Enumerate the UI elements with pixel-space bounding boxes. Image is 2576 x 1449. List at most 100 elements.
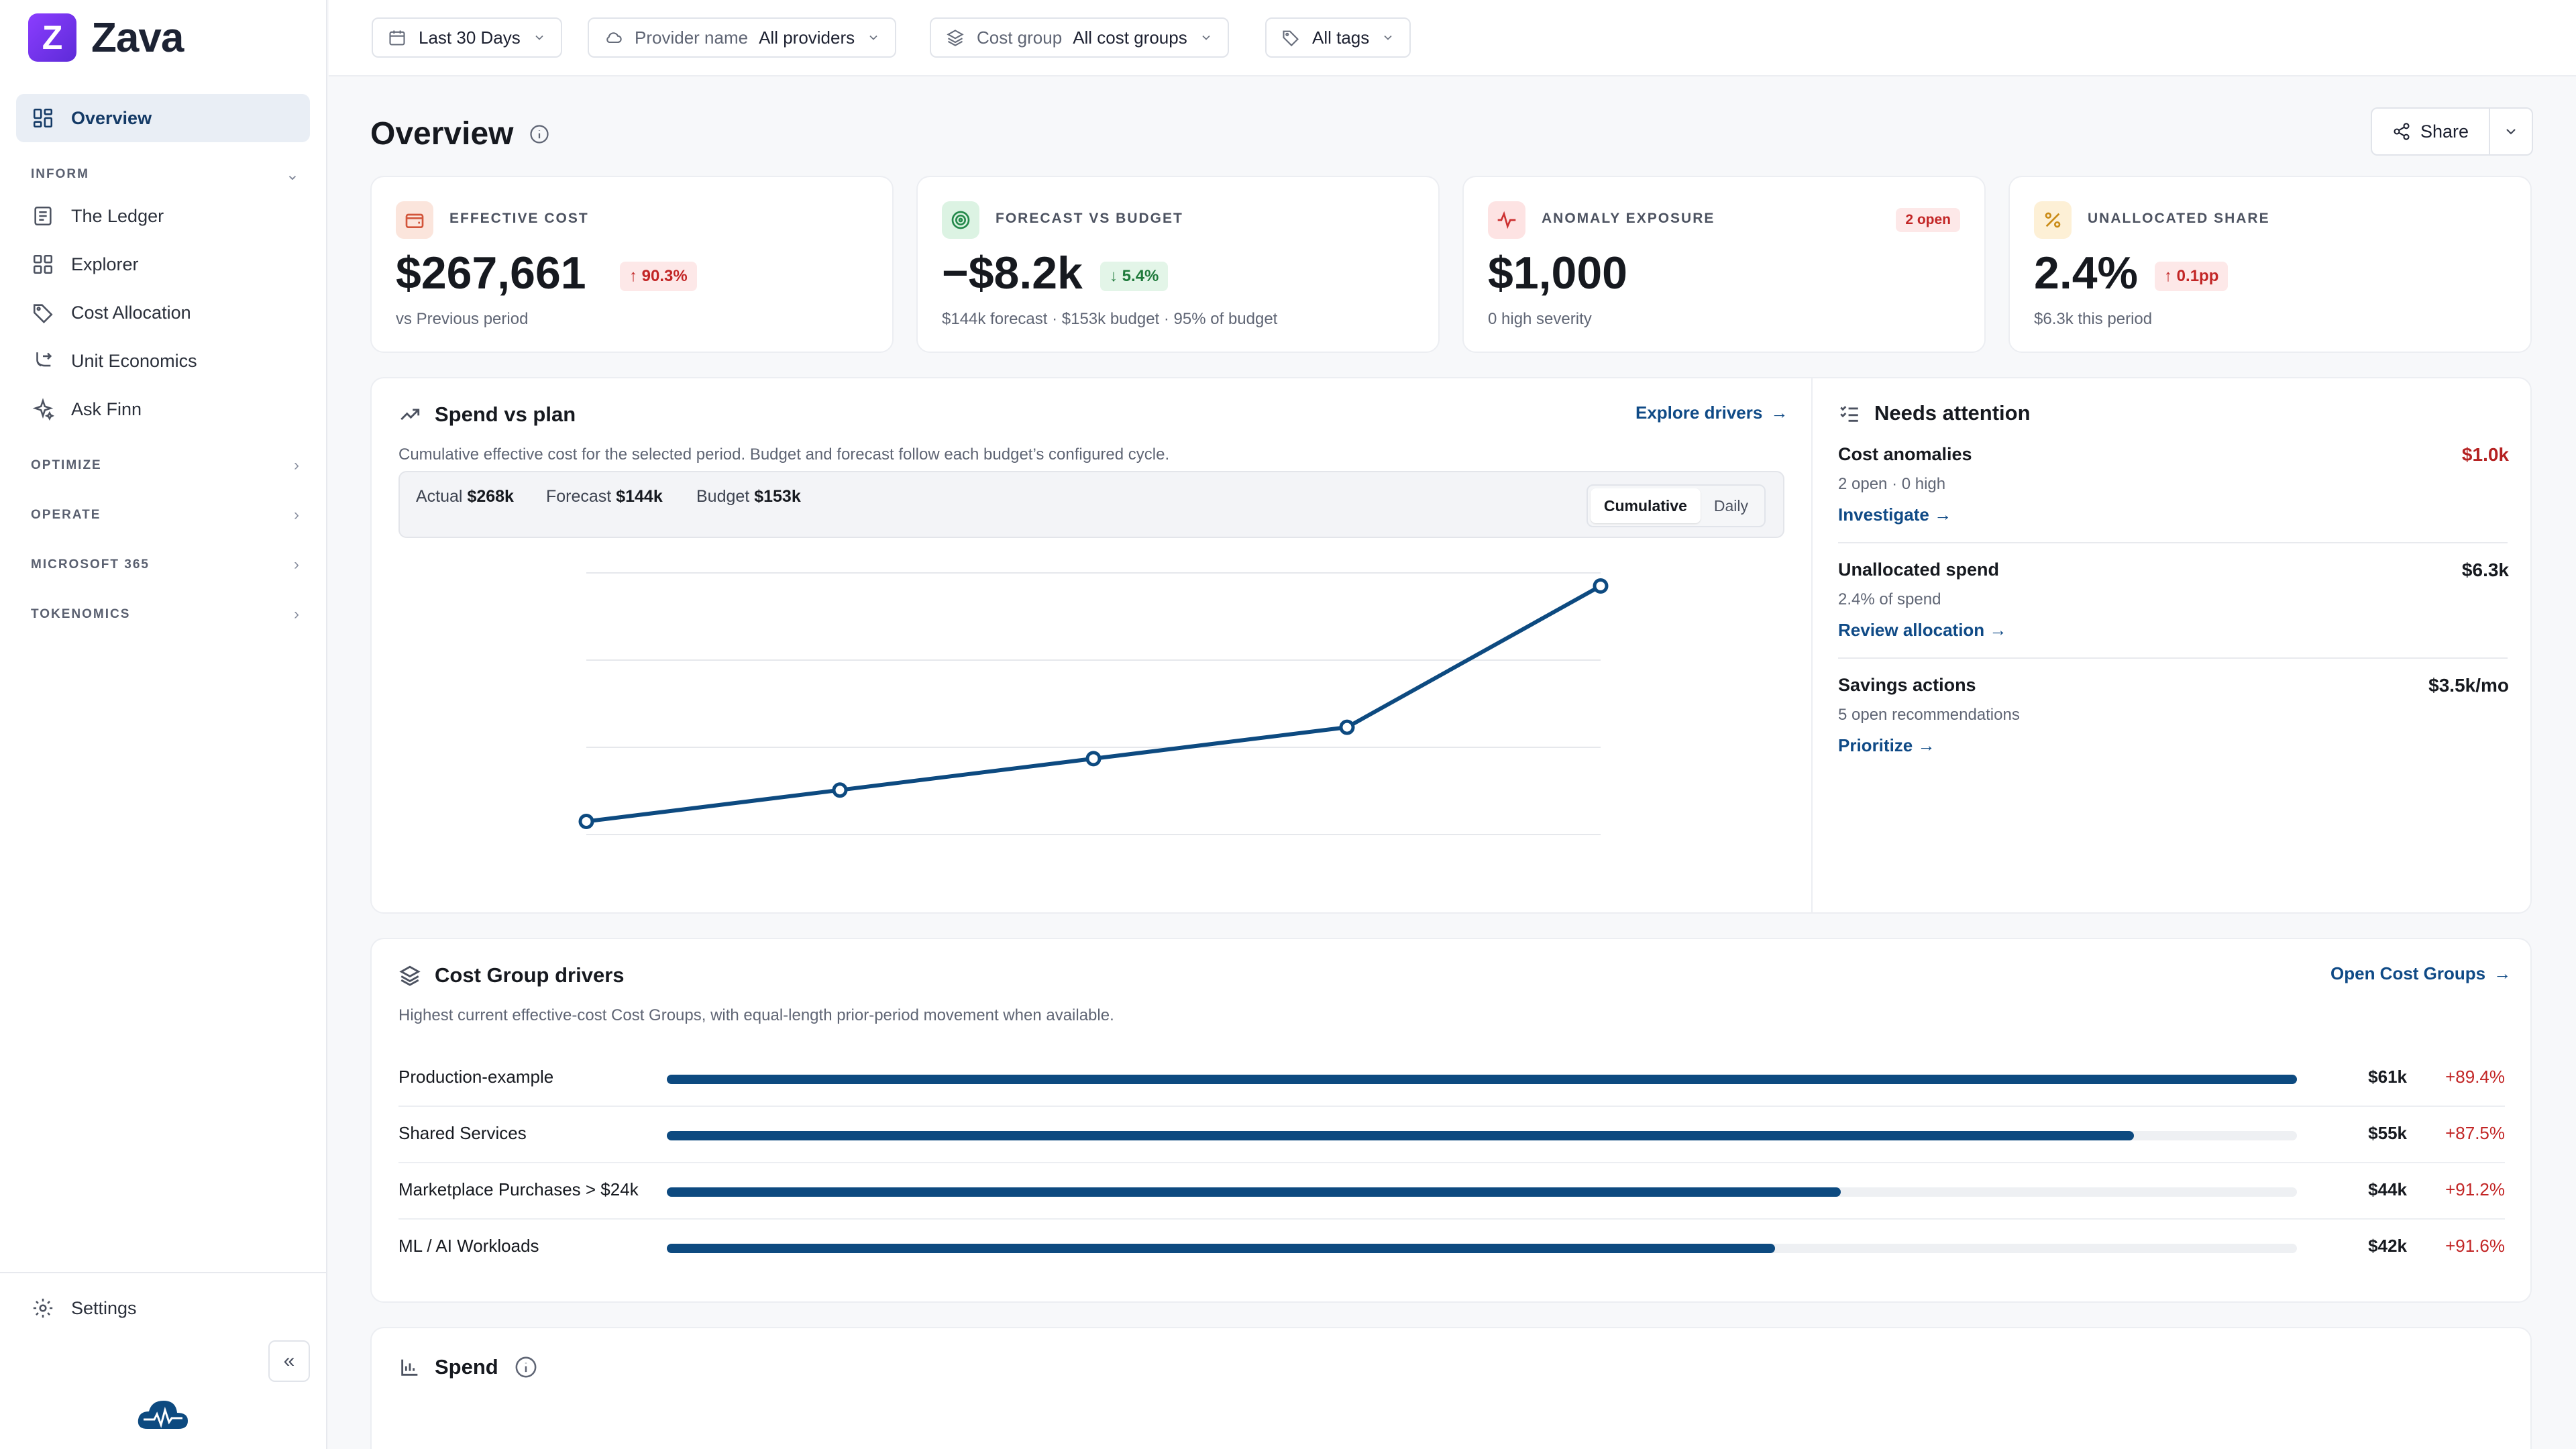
driver-amount: $55k bbox=[2368, 1123, 2407, 1143]
driver-row[interactable]: Shared Services $55k +87.5% bbox=[398, 1107, 2505, 1163]
investigate-link[interactable]: Investigate → bbox=[1838, 504, 1952, 525]
sidebar-item-label: Settings bbox=[71, 1297, 137, 1318]
nav-section-tokenomics[interactable]: TOKENOMICS › bbox=[31, 605, 299, 623]
prioritize-link[interactable]: Prioritize → bbox=[1838, 735, 1935, 755]
open-cost-groups-link[interactable]: Open Cost Groups → bbox=[2330, 963, 2512, 983]
tag-icon bbox=[1283, 30, 1299, 47]
driver-row[interactable]: ML / AI Workloads $42k +91.6% bbox=[398, 1220, 2505, 1276]
attention-item-sub: 2.4% of spend bbox=[1838, 590, 1941, 608]
sidebar-item-settings[interactable]: Settings bbox=[16, 1284, 310, 1332]
branch-icon bbox=[31, 349, 55, 373]
open-count-badge: 2 open bbox=[1896, 208, 1960, 232]
kpi-subtext: 0 high severity bbox=[1488, 310, 1592, 328]
kpi-card-unallocated-share[interactable]: UNALLOCATED SHARE 2.4% ↑ 0.1pp $6.3k thi… bbox=[2008, 176, 2532, 353]
grid-icon bbox=[31, 252, 55, 276]
toggle-daily[interactable]: Daily bbox=[1713, 496, 1748, 515]
sidebar-item-ask-finn[interactable]: Ask Finn bbox=[16, 385, 310, 433]
calendar-icon bbox=[389, 30, 405, 46]
kpi-value: 2.4% bbox=[2034, 248, 2138, 299]
arrow-right-icon: → bbox=[1770, 402, 1788, 423]
sparkle-icon bbox=[31, 397, 55, 421]
brand-logo-icon: Z bbox=[28, 13, 76, 62]
explore-drivers-link[interactable]: Explore drivers → bbox=[1635, 402, 1788, 423]
sidebar-item-unit-economics[interactable]: Unit Economics bbox=[16, 337, 310, 385]
brand-name: Zava bbox=[91, 14, 184, 61]
kpi-subtext: vs Previous period bbox=[396, 310, 529, 328]
brand[interactable]: Z Zava bbox=[28, 13, 184, 62]
driver-name: Marketplace Purchases > $24k bbox=[398, 1179, 639, 1199]
panel-divider bbox=[1811, 378, 1813, 912]
arrow-right-icon: → bbox=[1989, 620, 2007, 640]
cost-group-filter-label: Cost group bbox=[977, 27, 1063, 48]
tags-filter[interactable]: All tags bbox=[1265, 17, 1411, 58]
grid-icon bbox=[31, 106, 55, 130]
series-line bbox=[586, 584, 1602, 824]
summary-forecast: Forecast $144k bbox=[546, 487, 663, 506]
nav-section-microsoft-365[interactable]: MICROSOFT 365 › bbox=[31, 555, 299, 574]
tag-icon bbox=[31, 301, 55, 325]
attention-item-sub: 2 open · 0 high bbox=[1838, 475, 1946, 493]
share-menu-button[interactable] bbox=[2490, 109, 2532, 154]
spend-line-chart: Aug 7Aug 17Aug 31 bbox=[578, 572, 1609, 861]
cost-group-filter[interactable]: Cost group All cost groups bbox=[930, 17, 1229, 58]
chevron-right-icon: › bbox=[294, 555, 299, 574]
cloud-icon bbox=[606, 32, 622, 44]
sidebar-item-label: Overview bbox=[71, 107, 152, 128]
cost-group-drivers-panel: Cost Group drivers Open Cost Groups → Hig… bbox=[370, 938, 2532, 1303]
nav-section-inform[interactable]: INFORM ⌄ bbox=[31, 165, 299, 184]
summary-budget: Budget $153k bbox=[696, 487, 801, 506]
pulse-icon bbox=[1488, 201, 1525, 239]
kpi-card-forecast-vs-budget[interactable]: FORECAST VS BUDGET −$8.2k ↓ 5.4% $144k f… bbox=[916, 176, 1440, 353]
attention-item-cost-anomalies: Cost anomalies $1.0k 2 open · 0 high Inv… bbox=[1838, 444, 2509, 531]
date-range-filter[interactable]: Last 30 Days bbox=[372, 17, 562, 58]
kpi-label: FORECAST VS BUDGET bbox=[996, 211, 1183, 226]
attention-item-sub: 5 open recommendations bbox=[1838, 706, 2020, 724]
sidebar-item-label: The Ledger bbox=[71, 205, 164, 226]
data-point bbox=[1339, 719, 1355, 735]
spend-plan-panel: Spend vs plan Explore drivers → Cumulativ… bbox=[370, 377, 2532, 914]
share-button[interactable]: Share bbox=[2372, 109, 2491, 154]
sidebar-item-cost-allocation[interactable]: Cost Allocation bbox=[16, 288, 310, 337]
collapse-sidebar-button[interactable]: « bbox=[268, 1340, 310, 1382]
driver-change: +91.2% bbox=[2445, 1179, 2505, 1199]
sidebar-item-label: Explorer bbox=[71, 254, 139, 274]
data-point bbox=[832, 782, 848, 798]
driver-amount: $44k bbox=[2368, 1179, 2407, 1199]
provider-filter[interactable]: Provider name All providers bbox=[588, 17, 897, 58]
driver-name: Shared Services bbox=[398, 1123, 527, 1143]
attention-item-name: Unallocated spend bbox=[1838, 559, 2000, 580]
sidebar-item-overview[interactable]: Overview bbox=[16, 94, 310, 142]
cost-group-drivers-description: Highest current effective-cost Cost Grou… bbox=[398, 1006, 1114, 1024]
tags-filter-value: All tags bbox=[1312, 27, 1370, 48]
toggle-cumulative[interactable]: Cumulative bbox=[1590, 488, 1701, 523]
sidebar-item-label: Ask Finn bbox=[71, 398, 142, 419]
attention-item-name: Cost anomalies bbox=[1838, 444, 1972, 464]
chevron-right-icon: › bbox=[294, 506, 299, 524]
sidebar-item-explorer[interactable]: Explorer bbox=[16, 240, 310, 288]
sidebar-item-label: Cost Allocation bbox=[71, 302, 191, 323]
kpi-card-effective-cost[interactable]: EFFECTIVE COST $267,661 ↑ 90.3% vs Previ… bbox=[370, 176, 894, 353]
checklist-icon bbox=[1840, 406, 1858, 422]
attention-separator bbox=[1838, 542, 2508, 543]
driver-change: +87.5% bbox=[2445, 1123, 2505, 1143]
driver-amount: $42k bbox=[2368, 1236, 2407, 1256]
review-allocation-link[interactable]: Review allocation → bbox=[1838, 620, 2007, 640]
driver-name: Production-example bbox=[398, 1067, 554, 1087]
arrow-down-icon: ↓ bbox=[1110, 267, 1122, 285]
kpi-label: UNALLOCATED SHARE bbox=[2088, 211, 2270, 226]
kpi-card-anomaly-exposure[interactable]: ANOMALY EXPOSURE 2 open $1,000 0 high se… bbox=[1462, 176, 1986, 353]
arrow-right-icon: → bbox=[1934, 504, 1952, 525]
nav-section-operate[interactable]: OPERATE › bbox=[31, 506, 299, 524]
chevron-down-icon bbox=[869, 35, 877, 40]
sidebar-item-the-ledger[interactable]: The Ledger bbox=[16, 192, 310, 240]
driver-row[interactable]: Production-example $61k +89.4% bbox=[398, 1051, 2505, 1107]
driver-change: +89.4% bbox=[2445, 1067, 2505, 1087]
info-icon[interactable] bbox=[515, 1356, 537, 1379]
driver-row[interactable]: Marketplace Purchases > $24k $44k +91.2% bbox=[398, 1163, 2505, 1220]
share-icon bbox=[2394, 123, 2410, 140]
info-icon[interactable] bbox=[529, 124, 549, 144]
page-title: Overview bbox=[370, 115, 549, 152]
kpi-value: $1,000 bbox=[1488, 248, 1627, 299]
chevron-right-icon: › bbox=[294, 456, 299, 474]
nav-section-optimize[interactable]: OPTIMIZE › bbox=[31, 456, 299, 474]
